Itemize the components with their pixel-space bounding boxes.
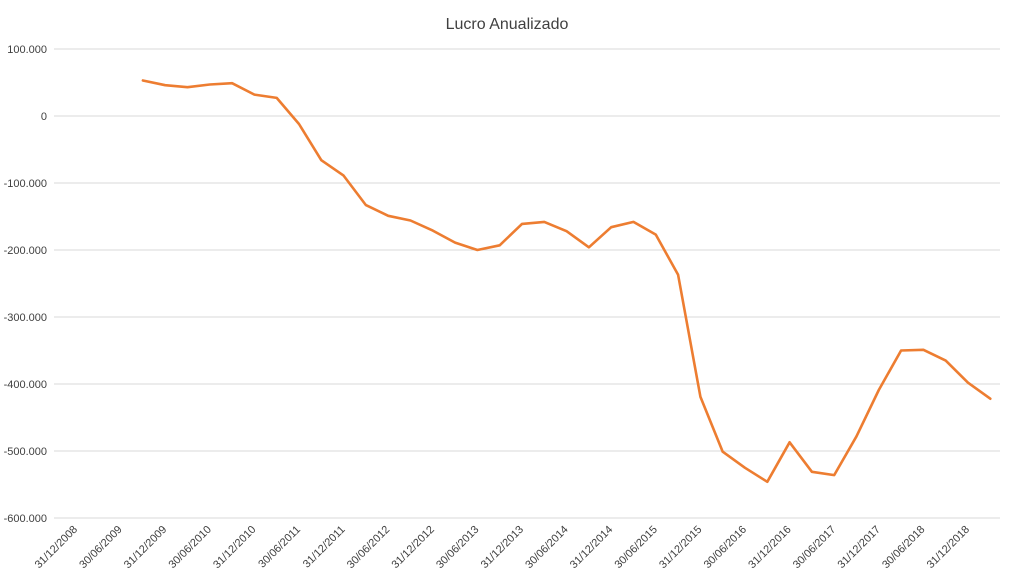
series-layer	[141, 79, 992, 484]
y-tick-label: -600.000	[4, 513, 47, 525]
y-axis-tick-labels: 100.000 0 -100.000 -200.000 -300.000 -400.000…	[4, 44, 47, 525]
y-tick-label: -300.000	[4, 312, 47, 324]
gridlines	[54, 48, 1000, 519]
y-tick-label: -200.000	[4, 245, 47, 257]
chart-title: Lucro Anualizado	[446, 16, 569, 33]
y-tick-label: -400.000	[4, 379, 47, 391]
y-tick-label: -500.000	[4, 446, 47, 458]
y-tick-label: 0	[41, 111, 47, 123]
y-tick-label: 100.000	[7, 44, 47, 56]
y-tick-label: -100.000	[4, 178, 47, 190]
series-line	[141, 79, 992, 484]
